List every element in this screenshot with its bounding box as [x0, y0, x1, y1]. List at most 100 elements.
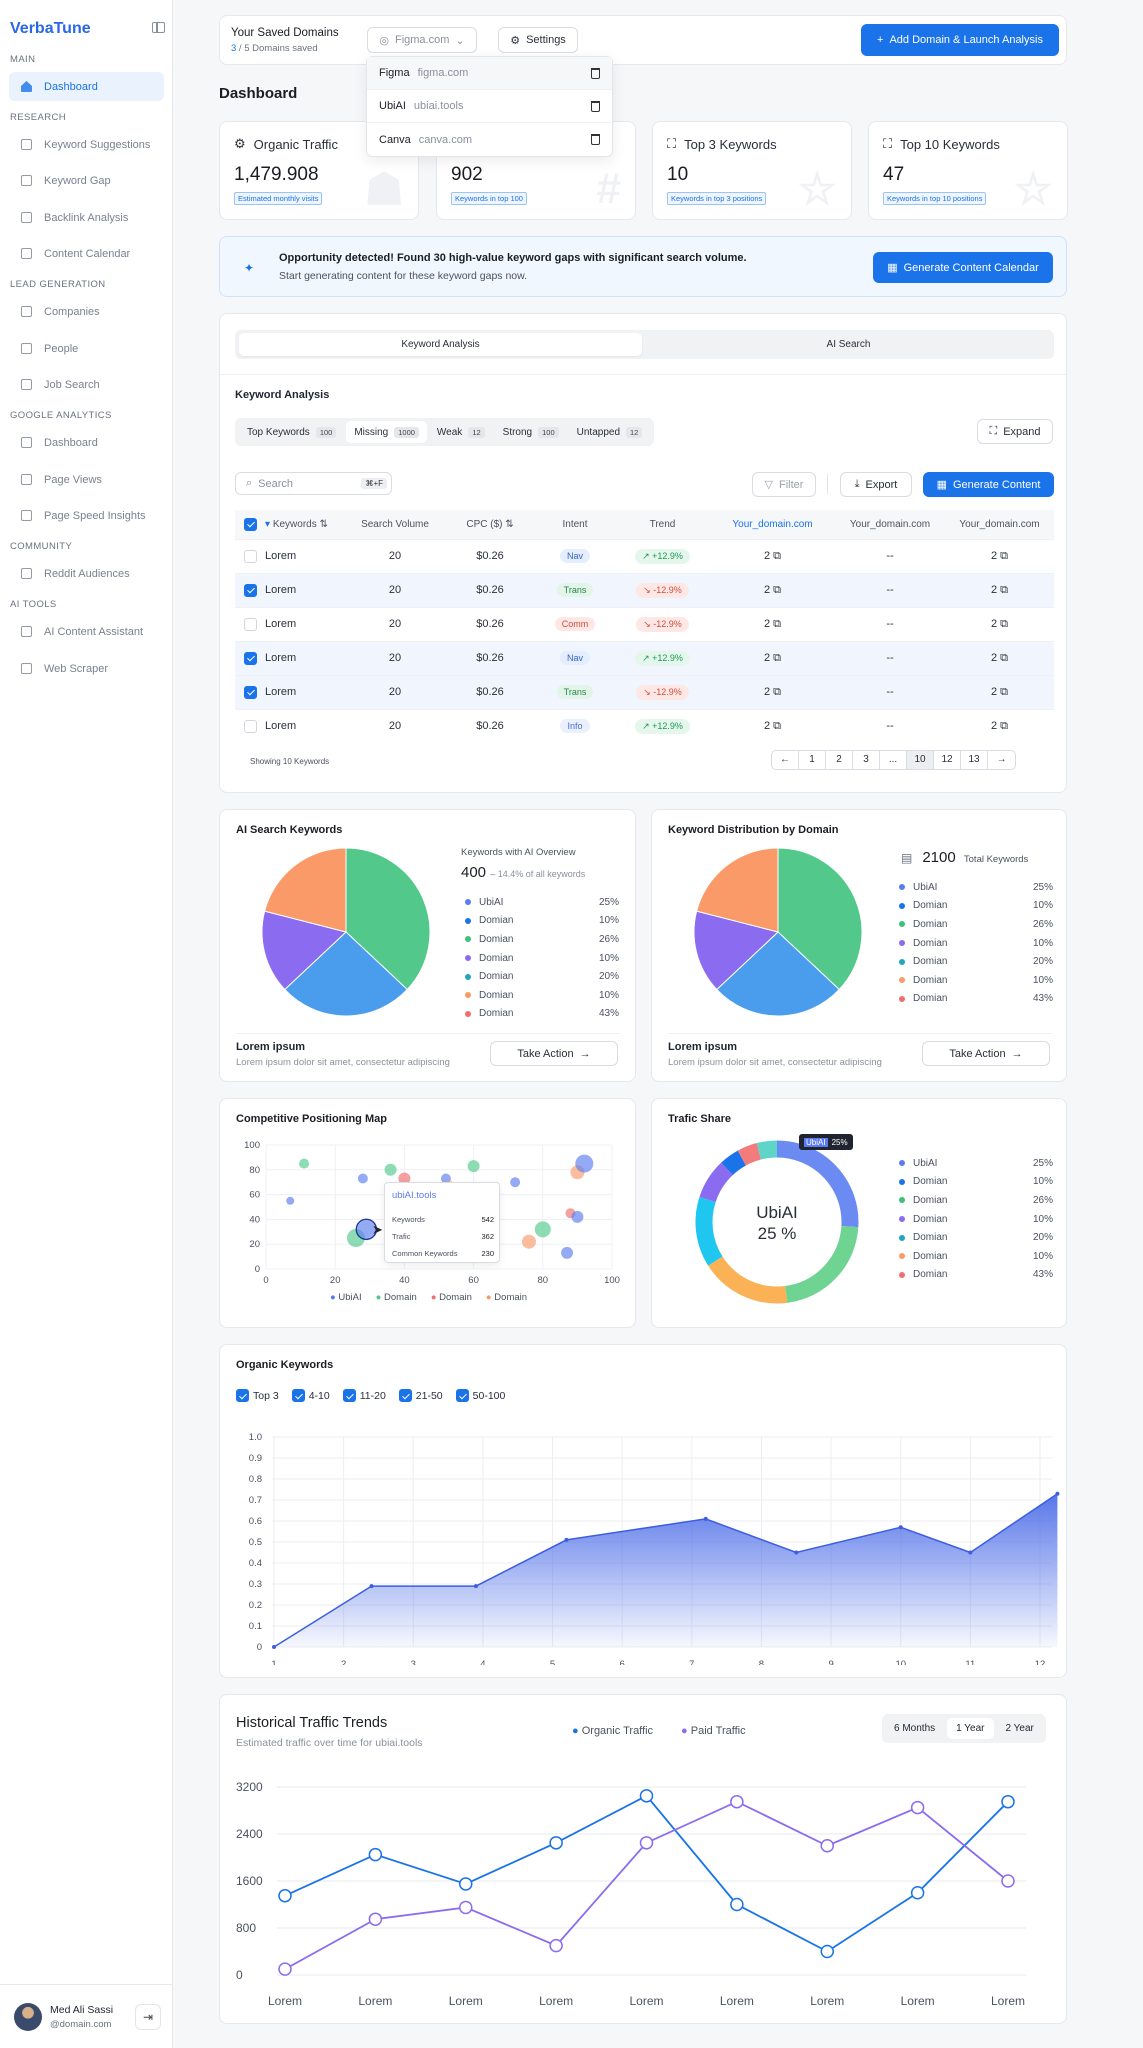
domain-3-cell[interactable]: 2 ⧉ — [945, 674, 1054, 709]
col-domain-1[interactable]: Your_domain.com — [710, 510, 835, 539]
domain-1-cell[interactable]: 2 ⧉ — [710, 538, 835, 573]
segment-missing[interactable]: Missing 1000 — [346, 421, 427, 443]
select-all-checkbox[interactable] — [243, 517, 257, 531]
nav-reddit-audiences[interactable]: Reddit Audiences — [9, 559, 164, 588]
page-button[interactable]: ← — [772, 751, 799, 769]
trash-icon[interactable] — [591, 100, 600, 112]
filter-checkbox[interactable]: 4-10 — [291, 1389, 330, 1402]
settings-button[interactable]: ⚙ Settings — [498, 27, 578, 53]
domain-3-cell[interactable]: 2 ⧉ — [945, 606, 1054, 641]
legend-item: Domian 10% — [899, 971, 1053, 990]
nav-dashboard[interactable]: Dashboard — [9, 72, 164, 101]
sidebar-collapse-icon[interactable] — [152, 22, 165, 33]
table-row[interactable]: Lorem 20 $0.26 Info ↗ +12.9% 2 ⧉ -- 2 ⧉ — [235, 708, 1054, 743]
filter-checkbox[interactable]: 21-50 — [398, 1389, 443, 1402]
table-row[interactable]: Lorem 20 $0.26 Trans ↘ -12.9% 2 ⧉ -- 2 ⧉ — [235, 674, 1054, 709]
generate-content-button[interactable]: ▦ Generate Content — [923, 472, 1054, 497]
segment-top-keywords[interactable]: Top Keywords 100 — [239, 421, 344, 443]
nav-ga-dashboard[interactable]: Dashboard — [9, 428, 164, 457]
expand-button[interactable]: ⛶ Expand — [977, 419, 1053, 444]
page-button[interactable]: ... — [880, 751, 907, 769]
filter-checkbox[interactable]: 11-20 — [342, 1389, 386, 1402]
nav-keyword-gap[interactable]: Keyword Gap — [9, 166, 164, 195]
domain-option-canva[interactable]: Canva canva.com — [367, 123, 612, 156]
filter-checkbox[interactable]: 50-100 — [455, 1389, 505, 1402]
col-cpc[interactable]: CPC ($) ⇅ — [445, 510, 535, 539]
domain-3-cell[interactable]: 2 ⧉ — [945, 538, 1054, 573]
trash-icon[interactable] — [591, 134, 600, 145]
domain-select[interactable]: ◎ Figma.com ⌄ — [367, 27, 477, 53]
row-checkbox[interactable] — [243, 685, 257, 699]
logout-icon[interactable]: ⇥ — [135, 2003, 161, 2030]
row-checkbox[interactable] — [243, 583, 257, 597]
page-button[interactable]: 3 — [853, 751, 880, 769]
domain-option-ubiai[interactable]: UbiAI ubiai.tools — [367, 90, 612, 123]
page-button[interactable]: 1 — [799, 751, 826, 769]
domain-1-cell[interactable]: 2 ⧉ — [710, 708, 835, 743]
col-keywords[interactable]: ▾ Keywords ⇅ — [265, 510, 345, 539]
nav-backlink-analysis[interactable]: Backlink Analysis — [9, 203, 164, 232]
banner-title: Opportunity detected! Found 30 high-valu… — [279, 252, 747, 264]
domain-option-figma[interactable]: Figma figma.com — [367, 57, 612, 90]
row-checkbox[interactable] — [243, 617, 257, 631]
filter-button[interactable]: ▽ Filter — [752, 472, 816, 497]
y-tick: 100 — [244, 1140, 260, 1151]
nav-label: AI Content Assistant — [44, 625, 144, 638]
nav-content-calendar[interactable]: Content Calendar — [9, 239, 164, 268]
export-button[interactable]: ⤓ Export — [840, 472, 912, 497]
user-profile[interactable]: Med Ali Sassi @domain.com ⇥ — [0, 1984, 173, 2048]
page-button[interactable]: → — [996, 754, 1007, 765]
segment-weak[interactable]: Weak 12 — [429, 421, 493, 443]
table-row[interactable]: Lorem 20 $0.26 Trans ↘ -12.9% 2 ⧉ -- 2 ⧉ — [235, 572, 1054, 607]
domain-2-cell: -- — [835, 572, 945, 607]
domain-1-cell[interactable]: 2 ⧉ — [710, 674, 835, 709]
nav-keyword-suggestions[interactable]: Keyword Suggestions — [9, 130, 164, 159]
nav-page-views[interactable]: Page Views — [9, 465, 164, 494]
col-search-volume[interactable]: Search Volume — [345, 510, 445, 539]
app-logo[interactable]: VerbaTune — [10, 20, 91, 38]
tab-ai-search[interactable]: AI Search — [826, 339, 871, 350]
area-point — [703, 1516, 708, 1521]
segment-strong[interactable]: Strong 100 — [495, 421, 567, 443]
domain-1-cell[interactable]: 2 ⧉ — [710, 606, 835, 641]
nav-ai-content-assistant[interactable]: AI Content Assistant — [9, 617, 164, 646]
page-button[interactable]: 10 — [907, 751, 934, 769]
page-button[interactable]: 12 — [934, 751, 961, 769]
row-checkbox[interactable] — [243, 719, 257, 733]
legend-dot — [465, 955, 471, 962]
domain-3-cell[interactable]: 2 ⧉ — [945, 640, 1054, 675]
table-row[interactable]: Lorem 20 $0.26 Comm ↘ -12.9% 2 ⧉ -- 2 ⧉ — [235, 606, 1054, 641]
external-link-icon: ⧉ — [1000, 617, 1009, 630]
speed-icon — [21, 510, 32, 521]
take-action-button[interactable]: Take Action → — [922, 1041, 1050, 1066]
tab-keyword-analysis[interactable]: Keyword Analysis — [239, 333, 642, 356]
domain-3-cell[interactable]: 2 ⧉ — [945, 708, 1054, 743]
search-input[interactable]: ⌕ Search ⌘+F — [235, 472, 392, 495]
y-tick: 0.5 — [249, 1537, 262, 1548]
range-1-year[interactable]: 1 Year — [947, 1718, 994, 1739]
table-row[interactable]: Lorem 20 $0.26 Nav ↗ +12.9% 2 ⧉ -- 2 ⧉ — [235, 538, 1054, 573]
domain-1-cell[interactable]: 2 ⧉ — [710, 640, 835, 675]
nav-job-search[interactable]: Job Search — [9, 370, 164, 399]
add-domain-button[interactable]: + Add Domain & Launch Analysis — [861, 24, 1059, 56]
nav-companies[interactable]: Companies — [9, 297, 164, 326]
row-checkbox[interactable] — [243, 549, 257, 563]
domain-1-cell[interactable]: 2 ⧉ — [710, 572, 835, 607]
segment-untapped[interactable]: Untapped 12 — [569, 421, 651, 443]
page-button[interactable]: 2 — [826, 751, 853, 769]
nav-people[interactable]: People — [9, 334, 164, 363]
nav-page-speed[interactable]: Page Speed Insights — [9, 501, 164, 530]
col-domain-2[interactable]: Your_domain.com — [835, 510, 945, 539]
range-6-months[interactable]: 6 Months — [894, 1723, 936, 1734]
filter-checkbox[interactable]: Top 3 — [236, 1389, 279, 1402]
table-row[interactable]: Lorem 20 $0.26 Nav ↗ +12.9% 2 ⧉ -- 2 ⧉ — [235, 640, 1054, 675]
domain-3-cell[interactable]: 2 ⧉ — [945, 572, 1054, 607]
generate-calendar-button[interactable]: ▦ Generate Content Calendar — [873, 252, 1053, 283]
row-checkbox[interactable] — [243, 651, 257, 665]
trash-icon[interactable] — [591, 67, 600, 79]
take-action-button[interactable]: Take Action → — [490, 1041, 618, 1066]
nav-web-scraper[interactable]: Web Scraper — [9, 654, 164, 683]
col-domain-3[interactable]: Your_domain.com — [945, 510, 1054, 539]
range-2-year[interactable]: 2 Year — [1005, 1723, 1034, 1734]
page-button[interactable]: 13 — [961, 751, 988, 769]
